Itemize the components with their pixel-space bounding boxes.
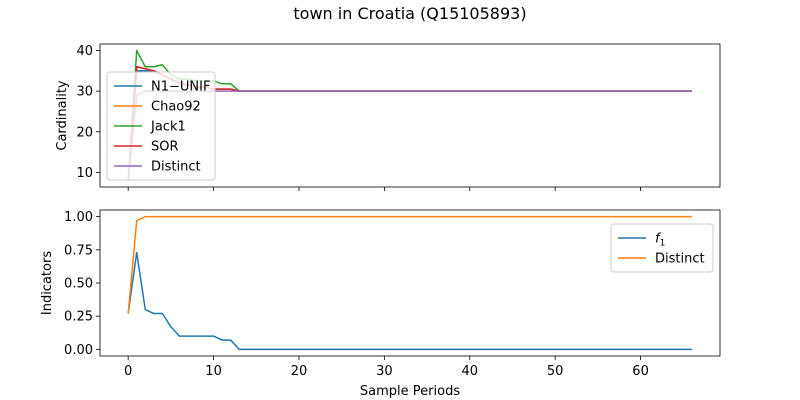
cardinality-y-tick-label: 10 bbox=[76, 166, 93, 181]
indicators-y-tick-label: 0.25 bbox=[64, 310, 93, 325]
indicators-legend-box bbox=[610, 223, 714, 273]
cardinality-y-tick-label: 40 bbox=[76, 44, 93, 59]
cardinality-legend-label-4: Distinct bbox=[151, 160, 201, 175]
indicators-x-tick-label: 0 bbox=[124, 364, 132, 379]
cardinality-legend-label-2: Jack1 bbox=[150, 120, 186, 135]
indicators-x-axis-label: Sample Periods bbox=[360, 384, 460, 399]
indicators-ticks: 0 10 20 30 40 50 60 0.00 0.25 0.50 0.75 1.00 bbox=[64, 210, 649, 379]
indicators-y-tick-label: 0.50 bbox=[64, 277, 93, 292]
indicators-legend: f1 Distinct bbox=[610, 223, 714, 273]
cardinality-ticks: 10 20 30 40 bbox=[76, 44, 641, 191]
indicators-x-tick-label: 60 bbox=[632, 364, 649, 379]
cardinality-y-tick-label: 30 bbox=[76, 85, 93, 100]
indicators-panel: 0 10 20 30 40 50 60 0.00 0.25 0.50 0.75 1.00 Indica… bbox=[40, 209, 721, 399]
cardinality-legend-label-3: SOR bbox=[151, 140, 179, 155]
indicators-x-tick-label: 50 bbox=[547, 364, 564, 379]
figure-title: town in Croatia (Q15105893) bbox=[293, 4, 526, 23]
indicators-y-tick-label: 0.00 bbox=[64, 343, 93, 358]
cardinality-axes-frame bbox=[99, 43, 721, 188]
cardinality-legend-box bbox=[106, 71, 216, 181]
indicators-x-tick-label: 40 bbox=[462, 364, 479, 379]
cardinality-legend-label-1: Chao92 bbox=[151, 100, 201, 115]
indicators-y-tick-label: 0.75 bbox=[64, 243, 93, 258]
indicators-y-tick-label: 1.00 bbox=[64, 210, 93, 225]
indicators-series-line-1 bbox=[127, 215, 692, 314]
indicators-y-axis-label: Indicators bbox=[40, 251, 55, 315]
cardinality-legend-label-0: N1−UNIF bbox=[151, 80, 210, 95]
indicators-x-tick-label: 20 bbox=[291, 364, 308, 379]
indicators-legend-label-1: Distinct bbox=[655, 252, 705, 267]
indicators-x-tick-label: 10 bbox=[205, 364, 222, 379]
indicators-series-line-0 bbox=[127, 251, 692, 351]
cardinality-legend: N1−UNIF Chao92 Jack1 SOR Distinct bbox=[106, 71, 216, 181]
indicators-legend-label-0: f1 bbox=[655, 232, 665, 249]
indicators-lines bbox=[127, 215, 692, 351]
cardinality-plot-frame bbox=[99, 43, 721, 188]
cardinality-y-axis-label: Cardinality bbox=[55, 80, 70, 151]
cardinality-panel: 10 20 30 40 Cardinality N1−UNIF Chao92 Jack1 S… bbox=[55, 43, 721, 191]
cardinality-y-tick-label: 20 bbox=[76, 125, 93, 140]
indicators-x-tick-label: 30 bbox=[376, 364, 393, 379]
